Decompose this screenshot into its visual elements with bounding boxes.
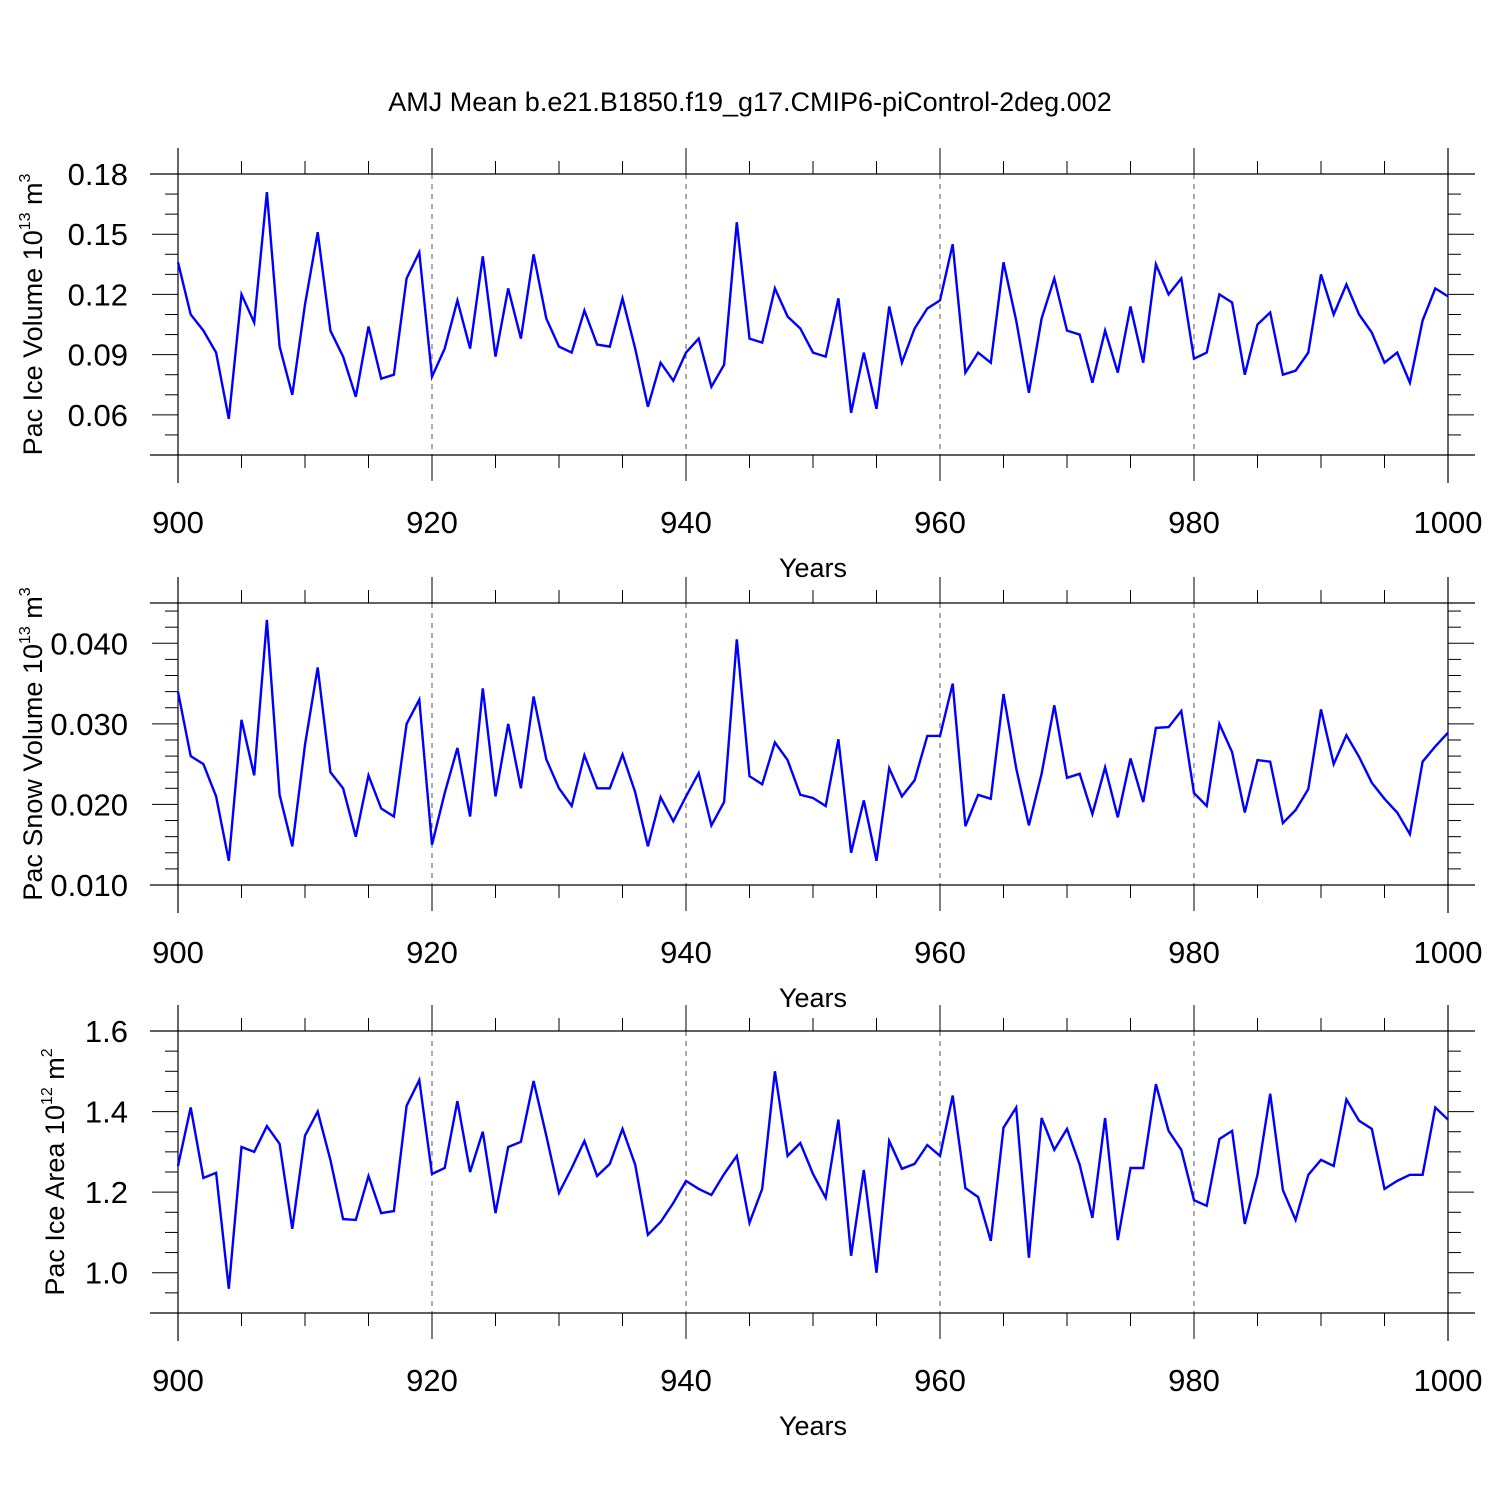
y-label-superscript: 2 — [39, 1048, 56, 1057]
x-tick-label: 940 — [660, 935, 712, 970]
y-label-text: Pac Ice Volume 10 — [18, 230, 48, 455]
x-tick-label: 940 — [660, 1363, 712, 1398]
x-axis-label: Years — [779, 553, 847, 583]
data-series-line — [176, 191, 1449, 420]
y-label-text: Pac Ice Area 10 — [40, 1105, 70, 1296]
x-tick-label: 900 — [152, 1363, 204, 1398]
y-tick-label: 0.15 — [68, 217, 128, 252]
y-axis-label: Pac Ice Area 1012 m2 — [39, 1048, 70, 1295]
y-tick-label: 0.040 — [50, 626, 128, 661]
x-tick-label: 980 — [1168, 505, 1220, 540]
y-label-superscript: 3 — [17, 173, 34, 182]
y-tick-label: 0.030 — [50, 707, 128, 742]
chart-title: AMJ Mean b.e21.B1850.f19_g17.CMIP6-piCon… — [388, 87, 1111, 117]
x-axis-label: Years — [779, 1411, 847, 1441]
y-tick-label: 1.0 — [85, 1256, 128, 1291]
data-series-line — [176, 619, 1449, 862]
x-tick-label: 980 — [1168, 935, 1220, 970]
y-tick-label: 1.4 — [85, 1095, 128, 1130]
y-label-superscript: 12 — [39, 1087, 56, 1105]
x-axis-label: Years — [779, 983, 847, 1013]
y-tick-label: 0.12 — [68, 277, 128, 312]
y-label-text: m — [40, 1057, 70, 1087]
y-label-superscript: 13 — [17, 626, 34, 644]
data-series-line — [176, 1071, 1449, 1289]
y-tick-label: 0.010 — [50, 868, 128, 903]
x-tick-label: 920 — [406, 935, 458, 970]
y-tick-label: 1.6 — [85, 1014, 128, 1049]
y-label-text: Pac Snow Volume 10 — [18, 644, 48, 901]
y-tick-label: 1.2 — [85, 1175, 128, 1210]
x-tick-label: 900 — [152, 935, 204, 970]
x-tick-label: 1000 — [1414, 505, 1483, 540]
y-label-text: m — [18, 182, 48, 212]
x-tick-label: 960 — [914, 935, 966, 970]
y-axis-label: Pac Ice Volume 1013 m3 — [17, 173, 48, 455]
panel-3: 900 920 940 960 980 1000 1.0 1.2 1.4 1.6 Years Pac … — [39, 1005, 1482, 1441]
panel-1: 900 920 940 960 980 1000 0.06 0.09 0.12 0.15 0.18 Y… — [17, 148, 1482, 583]
panel-2: 900 920 940 960 980 1000 0.010 0.020 0.030 0.040 Y… — [17, 577, 1482, 1013]
y-axis-label: Pac Snow Volume 1013 m3 — [17, 587, 48, 900]
x-tick-label: 920 — [406, 1363, 458, 1398]
x-tick-label: 1000 — [1414, 935, 1483, 970]
x-tick-label: 980 — [1168, 1363, 1220, 1398]
x-tick-label: 960 — [914, 1363, 966, 1398]
x-tick-label: 900 — [152, 505, 204, 540]
y-tick-label: 0.09 — [68, 338, 128, 373]
y-label-superscript: 3 — [17, 587, 34, 596]
x-tick-label: 1000 — [1414, 1363, 1483, 1398]
x-tick-label: 960 — [914, 505, 966, 540]
x-tick-label: 940 — [660, 505, 712, 540]
x-tick-label: 920 — [406, 505, 458, 540]
y-tick-label: 0.18 — [68, 157, 128, 192]
y-tick-label: 0.020 — [50, 787, 128, 822]
y-tick-label: 0.06 — [68, 398, 128, 433]
y-label-text: m — [18, 596, 48, 626]
y-label-superscript: 13 — [17, 212, 34, 230]
